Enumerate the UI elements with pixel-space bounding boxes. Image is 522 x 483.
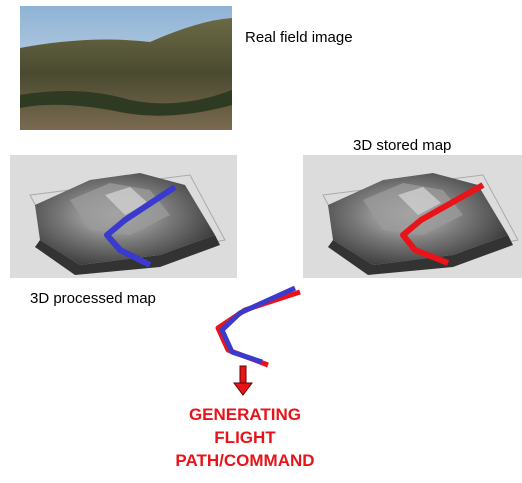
- real-field-image: [20, 6, 232, 130]
- processed-map-label: 3D processed map: [30, 290, 156, 307]
- processed-map-image: [9, 154, 238, 279]
- real-image-label: Real field image: [245, 29, 353, 46]
- down-arrow: [233, 365, 253, 396]
- output-line: FLIGHT: [214, 428, 276, 447]
- output-line: PATH/COMMAND: [175, 451, 314, 470]
- stored-map-label: 3D stored map: [353, 137, 451, 154]
- stored-map-image: [302, 154, 522, 279]
- path-overlay: [215, 285, 301, 368]
- output-line: GENERATING: [189, 405, 301, 424]
